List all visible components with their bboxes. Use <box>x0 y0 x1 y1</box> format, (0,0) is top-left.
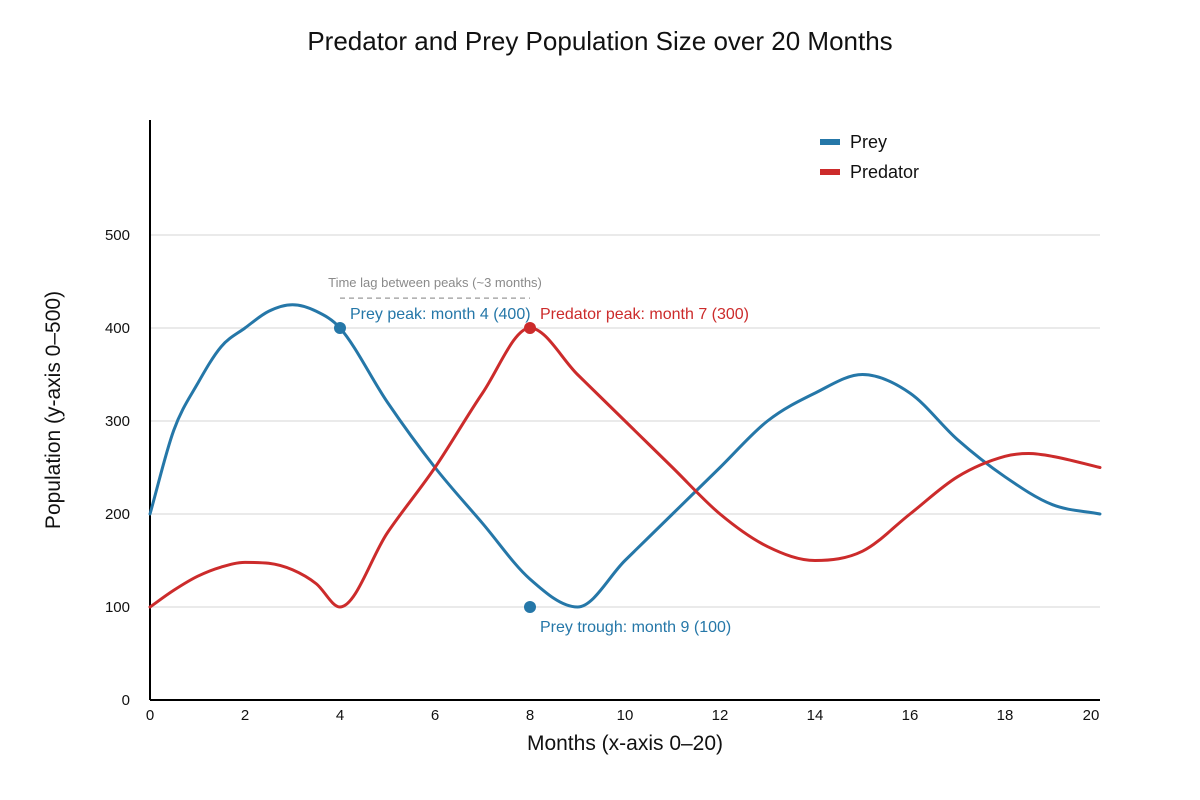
series-lines <box>148 303 1102 609</box>
chart-title: Predator and Prey Population Size over 2… <box>307 26 892 56</box>
marker-label: Prey peak: month 4 (400) <box>350 306 531 323</box>
y-tick-label: 300 <box>105 413 130 430</box>
x-tick-label: 10 <box>617 707 634 724</box>
lag-label: Time lag between peaks (~3 months) <box>328 275 542 290</box>
legend: Prey Predator <box>820 132 919 182</box>
legend-label: Prey <box>850 132 887 152</box>
x-tick-label: 2 <box>241 707 249 724</box>
legend-swatch <box>820 169 840 175</box>
marker-point <box>524 322 536 334</box>
x-tick-label: 16 <box>902 707 919 724</box>
marker-point <box>524 601 536 613</box>
x-tick-label: 18 <box>997 707 1014 724</box>
series-line-prey <box>148 303 1102 609</box>
y-tick-label: 500 <box>105 227 130 244</box>
x-tick-label: 6 <box>431 707 439 724</box>
x-tick-label: 0 <box>146 707 154 724</box>
marker-point <box>334 322 346 334</box>
x-axis-title: Months (x-axis 0–20) <box>527 732 723 755</box>
y-tick-label: 100 <box>105 599 130 616</box>
y-tick-label: 400 <box>105 320 130 337</box>
x-tick-label: 20 <box>1083 707 1100 724</box>
y-tick-label: 0 <box>122 692 130 709</box>
legend-swatch <box>820 139 840 145</box>
markers: Prey peak: month 4 (400) Predator peak: m… <box>334 306 749 636</box>
axes <box>149 120 1100 701</box>
marker-label: Predator peak: month 7 (300) <box>540 306 749 323</box>
x-tick-label: 4 <box>336 707 344 724</box>
tick-labels: 0 100 200 300 400 500 0 2 4 6 8 10 12 14 16 18 20 <box>105 227 1099 724</box>
marker-label: Prey trough: month 9 (100) <box>540 619 731 636</box>
series-line-predator <box>148 326 1102 609</box>
y-axis-title: Population (y-axis 0–500) <box>42 291 65 529</box>
y-tick-label: 200 <box>105 506 130 523</box>
x-tick-label: 12 <box>712 707 729 724</box>
legend-label: Predator <box>850 162 919 182</box>
lag-annotation: Time lag between peaks (~3 months) <box>328 275 542 299</box>
x-tick-label: 14 <box>807 707 824 724</box>
x-tick-label: 8 <box>526 707 534 724</box>
